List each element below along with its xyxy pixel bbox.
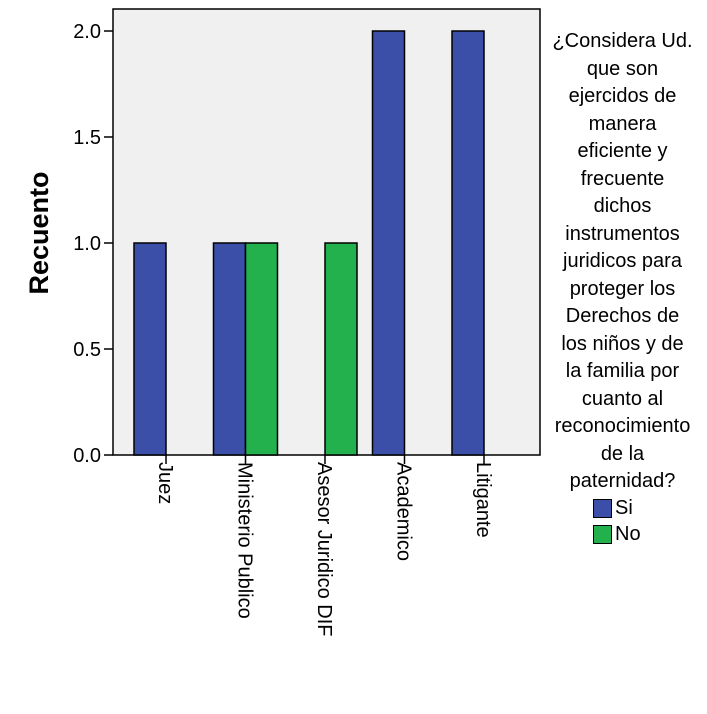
x-tick-label: Litigante [472,462,494,538]
y-tick-label: 0.0 [73,445,101,467]
y-axis-title: Recuento [24,171,54,294]
bars-group [133,30,485,456]
y-tick-label: 2.0 [73,21,101,43]
x-tick-label: Juez [154,462,176,504]
legend-title: ¿Considera Ud. que son ejercidos de mane… [552,30,693,492]
bar-si-5 [451,30,485,456]
y-tick-label: 0.5 [73,339,101,361]
x-tick-label: Academico [393,462,415,561]
legend-item-si: Si [593,496,705,522]
bar-si-2 [212,242,247,456]
legend-swatch [593,499,612,518]
x-tick-label: Ministerio Publico [234,462,256,619]
legend-label: Si [615,496,633,519]
bar-si-1 [133,242,167,456]
legend-item-no: No [593,522,705,548]
bar-si-4 [371,30,406,456]
x-axis: Juez Ministerio Publico Asesor Juridico DI… [154,455,494,637]
y-tick-label: 1.5 [73,127,101,149]
legend: ¿Considera Ud. que son ejercidos de mane… [540,28,705,548]
bar-no-2 [244,242,279,456]
legend-swatch [593,525,612,544]
legend-items: Si No [540,496,705,548]
y-tick-label: 1.0 [73,233,101,255]
bar-no-3 [324,242,358,456]
legend-label: No [615,522,641,545]
x-tick-label: Asesor Juridico DIF [313,462,335,637]
y-axis: 0.0 0.5 1.0 1.5 2.0 [73,21,113,467]
